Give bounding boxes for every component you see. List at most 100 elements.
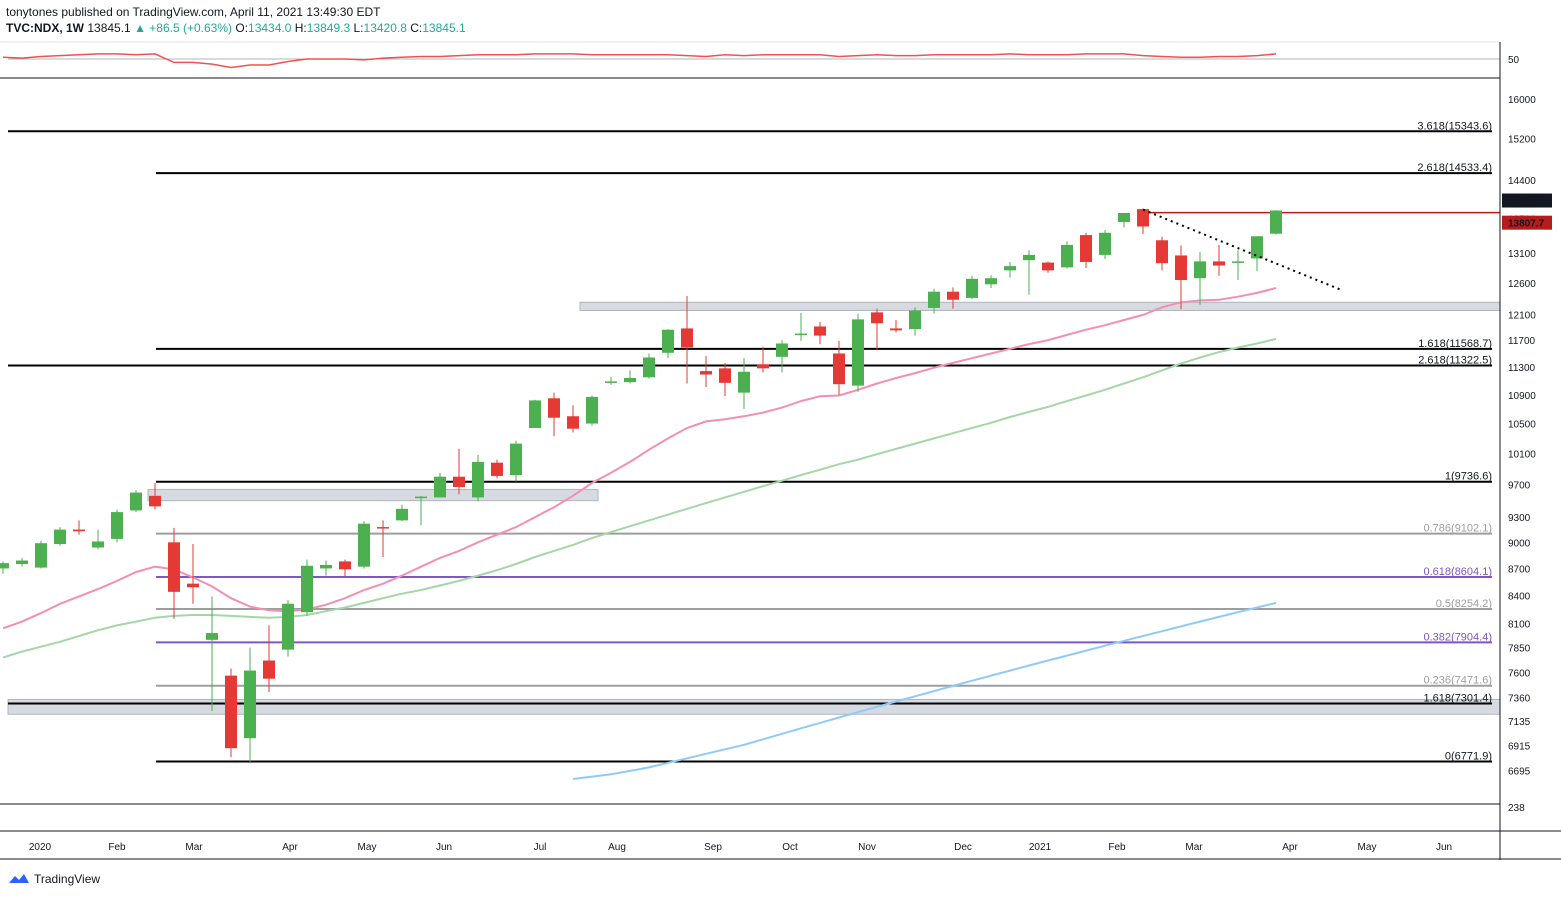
candle-body	[947, 291, 959, 300]
candle-body	[1118, 212, 1130, 222]
candle-body	[966, 278, 978, 298]
high-value: 13849.3	[306, 21, 351, 35]
candle-body	[491, 462, 503, 476]
candle-body	[871, 312, 883, 324]
candle-body	[776, 343, 788, 357]
time-tick-label: Jul	[534, 842, 547, 853]
candle-body	[434, 476, 446, 498]
time-tick-label: Jun	[436, 842, 452, 853]
candle-body	[510, 443, 522, 476]
price-tick-label: 10900	[1508, 391, 1536, 402]
resistance-tag: 13807.7	[1508, 219, 1545, 230]
candle-body	[605, 381, 617, 383]
tradingview-logo[interactable]: TradingView	[8, 872, 100, 886]
moving-averages	[2, 287, 1277, 780]
candle-body	[624, 377, 636, 383]
time-tick-label: Apr	[1282, 842, 1298, 853]
open-value: 13434.0	[248, 21, 292, 35]
price-tick-label: 10500	[1508, 420, 1536, 431]
candle-body	[1099, 232, 1111, 255]
candle-body	[415, 496, 427, 499]
time-tick-label: Mar	[1185, 842, 1203, 853]
low-value: 13420.8	[363, 21, 407, 35]
candle-body	[1080, 235, 1092, 262]
candle-body	[453, 476, 465, 488]
time-tick-label: Oct	[782, 842, 798, 853]
price-tick-label: 7600	[1508, 669, 1531, 680]
price-tick-label: 14400	[1508, 176, 1536, 187]
symbol-label: TVC:NDX, 1W	[6, 21, 84, 35]
support-zone	[147, 488, 599, 502]
lower-axis-label: 238	[1508, 803, 1525, 814]
support-zone	[579, 301, 1501, 311]
candle-body	[795, 333, 807, 336]
candle-body	[472, 461, 484, 498]
fib-label: 2.618(14533.4)	[1417, 162, 1492, 174]
time-tick-label: Nov	[858, 842, 876, 853]
candle-body	[985, 278, 997, 285]
candle-body	[681, 328, 693, 348]
time-tick-label: Mar	[185, 842, 203, 853]
candle-body	[377, 527, 389, 529]
time-tick-label: Apr	[282, 842, 298, 853]
candle-body	[1137, 209, 1149, 227]
candle-body	[54, 529, 66, 545]
candle-body	[149, 495, 161, 507]
resistance-tag-bg	[1502, 215, 1552, 230]
fib-label: 0.618(8604.1)	[1424, 566, 1493, 578]
time-axis: 2020 Feb Mar Apr May Jun Jul Aug Sep Oct Nov Dec 202…	[29, 842, 1452, 853]
price-axis: 1600015200144001370013100126001210011700…	[0, 41, 1561, 860]
fib-label: 0(6771.9)	[1445, 750, 1492, 762]
price-tick-label: 11700	[1508, 336, 1536, 347]
fib-label: 1(9736.6)	[1445, 471, 1492, 483]
price-tick-label: 6915	[1508, 741, 1531, 752]
publish-info: tonytones published on TradingView.com, …	[6, 5, 381, 19]
fib-label: 3.618(15343.6)	[1417, 120, 1492, 132]
candle-body	[586, 396, 598, 424]
candle-body	[852, 319, 864, 386]
price-tick-label: 15200	[1508, 135, 1536, 146]
candle-body	[719, 368, 731, 383]
last-price-tag: 13845.1	[1508, 197, 1545, 208]
fib-label: 1.618(11568.7)	[1418, 338, 1492, 350]
time-tick-label: Dec	[954, 842, 972, 853]
candle-body	[320, 564, 332, 569]
fib-label: 2.618(11322.5)	[1418, 354, 1492, 366]
candle-body	[548, 398, 560, 418]
candle-body	[814, 326, 826, 336]
candle-body	[396, 508, 408, 521]
candle-body	[92, 541, 104, 548]
price-change: ▲ +86.5 (+0.63%)	[134, 21, 233, 35]
candle-body	[1194, 261, 1206, 279]
time-tick-label: May	[1358, 842, 1377, 853]
time-tick-label: Sep	[704, 842, 722, 853]
candle-body	[643, 357, 655, 378]
fib-label: 1.618(7301.4)	[1424, 692, 1493, 704]
last-price: 13845.1	[87, 21, 131, 35]
candle-body	[263, 660, 275, 679]
candle-body	[700, 371, 712, 375]
candle-body	[567, 416, 579, 429]
time-tick-label: Feb	[1108, 842, 1126, 853]
price-tick-label: 7360	[1508, 693, 1531, 704]
low-label: L:	[353, 21, 364, 35]
tradingview-logo-icon	[9, 874, 29, 883]
candle-body	[928, 291, 940, 308]
candle-body	[1004, 266, 1016, 271]
time-tick-label: Aug	[608, 842, 626, 853]
candle-body	[1270, 210, 1282, 234]
ohlc-legend: TVC:NDX, 1W 13845.1 ▲ +86.5 (+0.63%) O:1…	[6, 20, 466, 36]
candle-body	[738, 371, 750, 393]
fib-label: 0.786(9102.1)	[1424, 523, 1493, 535]
candle-body	[1251, 236, 1263, 259]
candle-body	[909, 310, 921, 330]
candle-body	[339, 561, 351, 570]
candle-body	[168, 542, 180, 592]
price-tick-label: 9000	[1508, 538, 1531, 549]
price-tick-label: 8700	[1508, 564, 1531, 575]
candle-body	[301, 565, 313, 613]
brand-text: TradingView	[34, 872, 101, 886]
price-tick-label: 8100	[1508, 620, 1531, 631]
candle-body	[187, 583, 199, 588]
